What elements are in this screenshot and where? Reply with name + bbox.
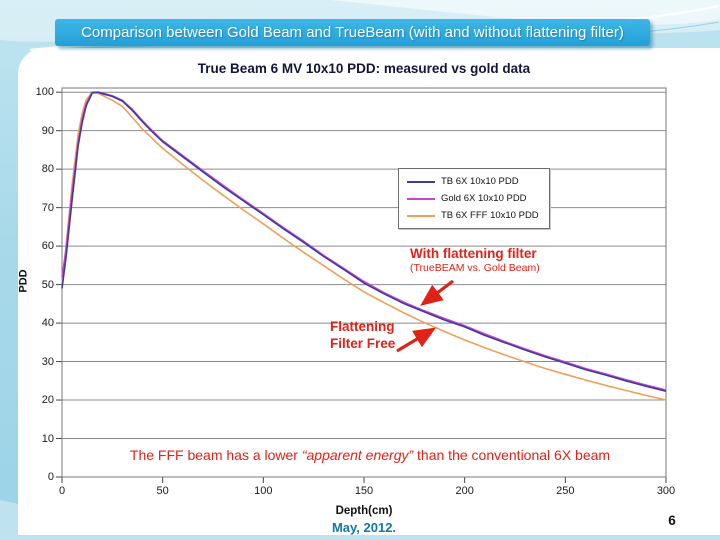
y-tick-label-50: 50 <box>41 278 54 291</box>
x-tick-label-300: 300 <box>656 485 676 497</box>
annotation-with-flattening-filter: With flattening filter (TrueBEAM vs. Gol… <box>410 246 540 275</box>
annotation-fff-line1: Flattening <box>330 319 395 334</box>
y-tick-label-10: 10 <box>41 432 54 445</box>
legend-line-swatch <box>407 180 435 183</box>
chart-title: True Beam 6 MV 10x10 PDD: measured vs go… <box>197 61 531 76</box>
x-tick-label-50: 50 <box>156 485 169 497</box>
x-tick-label-250: 250 <box>556 485 575 497</box>
y-tick-label-60: 60 <box>41 240 54 253</box>
x-tick-label-200: 200 <box>455 485 474 497</box>
conclusion-italic: “apparent energy” <box>301 447 414 463</box>
y-tick-label-40: 40 <box>41 317 54 330</box>
conclusion-prefix: The FFF beam has a lower <box>129 447 302 463</box>
conclusion-suffix: than the conventional 6X beam <box>413 447 611 463</box>
x-tick-label-0: 0 <box>58 485 66 497</box>
y-tick-label-30: 30 <box>41 355 54 368</box>
x-tick-label-100: 100 <box>254 485 273 497</box>
legend-label: TB 6X FFF 10x10 PDD <box>441 210 539 221</box>
annotation-with-ff-title: With flattening filter <box>410 246 537 261</box>
legend-line-swatch <box>407 214 435 217</box>
chart-legend: TB 6X 10x10 PDD Gold 6X 10x10 PDD TB 6X FF… <box>398 168 550 229</box>
y-tick-label-90: 90 <box>41 124 54 137</box>
y-tick-label-0: 0 <box>47 471 54 483</box>
y-tick-label-20: 20 <box>41 394 54 407</box>
annotation-fff-line2: Filter Free <box>330 336 396 351</box>
legend-line-swatch <box>407 197 435 200</box>
annotation-with-ff-subtitle: (TrueBEAM vs. Gold Beam) <box>410 262 540 274</box>
title-banner: Comparison between Gold Beam and TrueBea… <box>55 19 650 46</box>
x-axis-label: Depth(cm) <box>335 505 393 517</box>
legend-item: TB 6X 10x10 PDD <box>407 173 549 190</box>
x-tick-label-150: 150 <box>354 485 374 497</box>
y-tick-label-80: 80 <box>41 163 54 176</box>
legend-item: Gold 6X 10x10 PDD <box>407 190 549 207</box>
y-tick-label-70: 70 <box>41 201 54 214</box>
slide-title: Comparison between Gold Beam and TrueBea… <box>81 24 624 41</box>
page-number: 6 <box>668 513 676 528</box>
legend-label: TB 6X 10x10 PDD <box>441 176 519 187</box>
legend-item: TB 6X FFF 10x10 PDD <box>407 207 549 224</box>
annotation-flattening-filter-free: Flattening Filter Free <box>330 318 395 352</box>
legend-label: Gold 6X 10x10 PDD <box>441 193 527 204</box>
y-tick-label-100: 100 <box>35 86 54 99</box>
footer-date: May, 2012. <box>331 520 397 535</box>
conclusion-text: The FFF beam has a lower “apparent energ… <box>80 447 660 463</box>
